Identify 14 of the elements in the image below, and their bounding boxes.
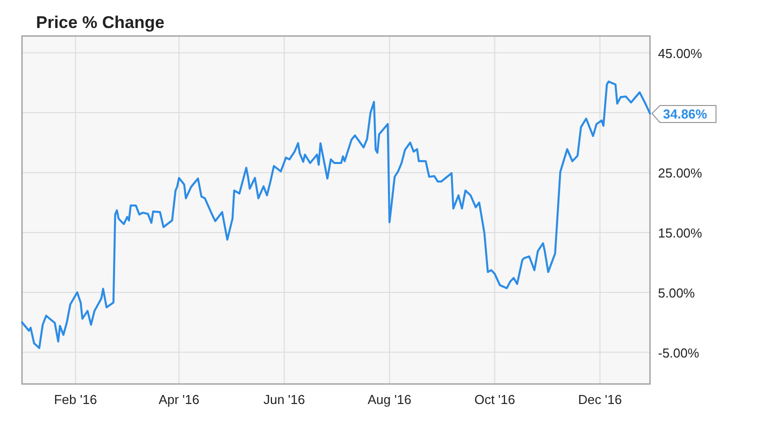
- y-tick-label: 5.00%: [658, 285, 696, 300]
- y-tick-label: 25.00%: [658, 166, 703, 181]
- x-tick-label: Aug '16: [368, 392, 412, 407]
- x-tick-label: Oct '16: [474, 392, 516, 407]
- x-tick-label: Feb '16: [54, 392, 97, 407]
- chart-title: Price % Change: [36, 13, 164, 32]
- y-tick-label: 45.00%: [658, 46, 703, 61]
- y-tick-label: -5.00%: [658, 345, 700, 360]
- annotation: 34.86%: [663, 106, 708, 122]
- x-tick-label: Dec '16: [578, 392, 622, 407]
- x-tick-label: Apr '16: [158, 392, 200, 407]
- y-tick-label: 15.00%: [658, 225, 703, 240]
- x-tick-label: Jun '16: [263, 392, 305, 407]
- line-series: [21, 80, 651, 350]
